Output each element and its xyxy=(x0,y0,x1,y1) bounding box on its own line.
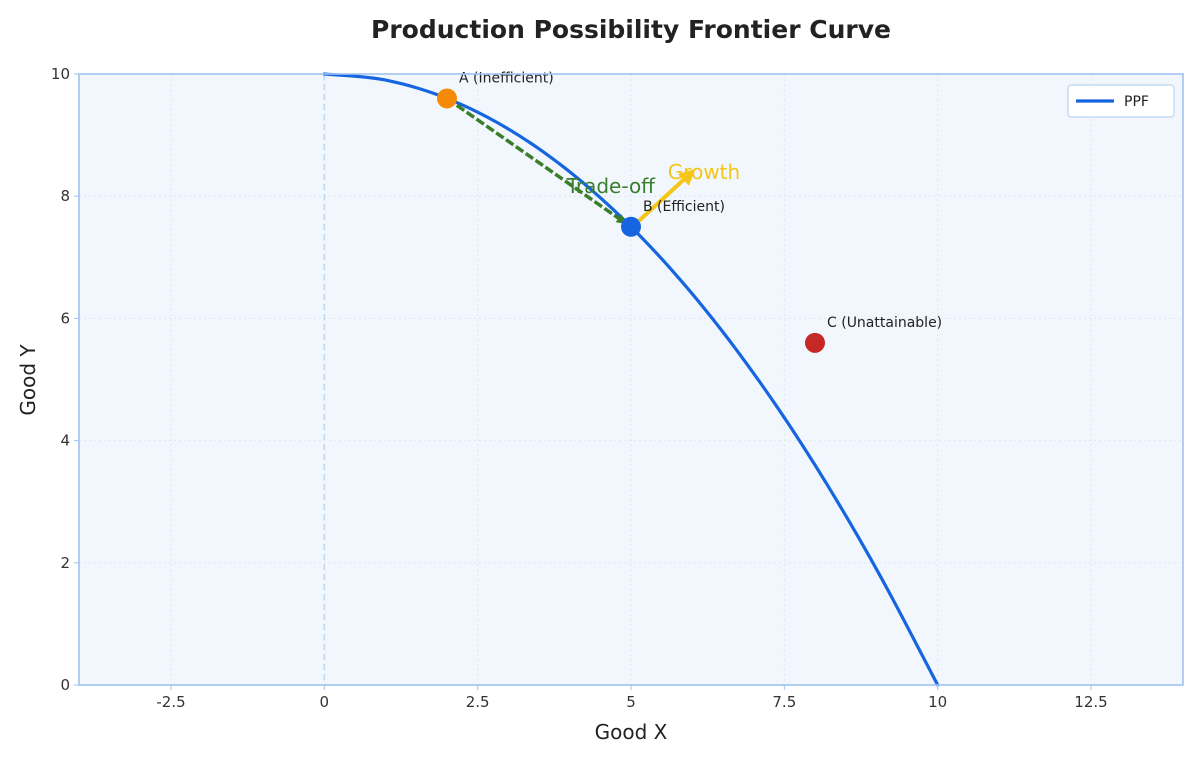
x-tick-label: -2.5 xyxy=(156,693,185,711)
x-tick-label: 0 xyxy=(320,693,330,711)
x-tick-label: 12.5 xyxy=(1074,693,1107,711)
tradeoff-label: Trade-off xyxy=(566,174,657,198)
legend: PPF xyxy=(1067,84,1175,118)
y-tick-label: 4 xyxy=(60,432,70,450)
point-a xyxy=(437,88,457,109)
legend-label: PPF xyxy=(1124,94,1149,110)
point-b xyxy=(621,216,641,237)
x-axis-label: Good X xyxy=(595,720,668,744)
x-tick-label: 5 xyxy=(626,693,636,711)
tradeoff-arrow xyxy=(445,97,627,225)
x-tick-label: 7.5 xyxy=(772,693,796,711)
growth-arrow xyxy=(637,169,696,223)
y-tick-label: 6 xyxy=(60,309,70,327)
chart-title: Production Possibility Frontier Curve xyxy=(371,15,891,44)
annotation-layer: Trade-off Growth xyxy=(445,97,740,225)
point-label-a: A (Inefficient) xyxy=(459,70,554,86)
growth-label: Growth xyxy=(668,160,740,184)
y-tick-label: 0 xyxy=(60,676,70,694)
y-tick-label: 2 xyxy=(60,554,70,572)
y-tick-label: 8 xyxy=(60,187,70,205)
x-axis-ticks: -2.5 0 2.5 5 7.5 10 12.5 xyxy=(156,685,1108,711)
x-tick-label: 10 xyxy=(928,693,947,711)
y-axis-ticks: 0 2 4 6 8 10 xyxy=(51,65,79,694)
legend-box xyxy=(1067,84,1175,118)
points-layer: A (Inefficient) B (Efficient) C (Unattaina… xyxy=(437,70,942,353)
x-tick-label: 2.5 xyxy=(466,693,490,711)
y-tick-label: 10 xyxy=(51,65,70,83)
point-c xyxy=(805,332,825,353)
point-label-c: C (Unattainable) xyxy=(827,315,942,331)
point-label-b: B (Efficient) xyxy=(643,199,725,215)
y-axis-label: Good Y xyxy=(16,344,40,416)
